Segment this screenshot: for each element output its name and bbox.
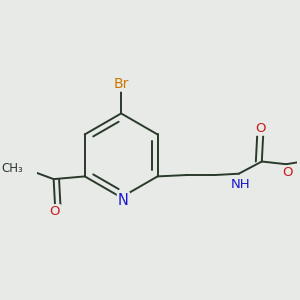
Text: O: O [50, 205, 60, 218]
Text: CH₃: CH₃ [1, 162, 23, 175]
Text: O: O [256, 122, 266, 135]
Text: Br: Br [113, 76, 129, 91]
Text: O: O [282, 167, 293, 179]
Text: N: N [118, 193, 129, 208]
Text: NH: NH [230, 178, 250, 191]
